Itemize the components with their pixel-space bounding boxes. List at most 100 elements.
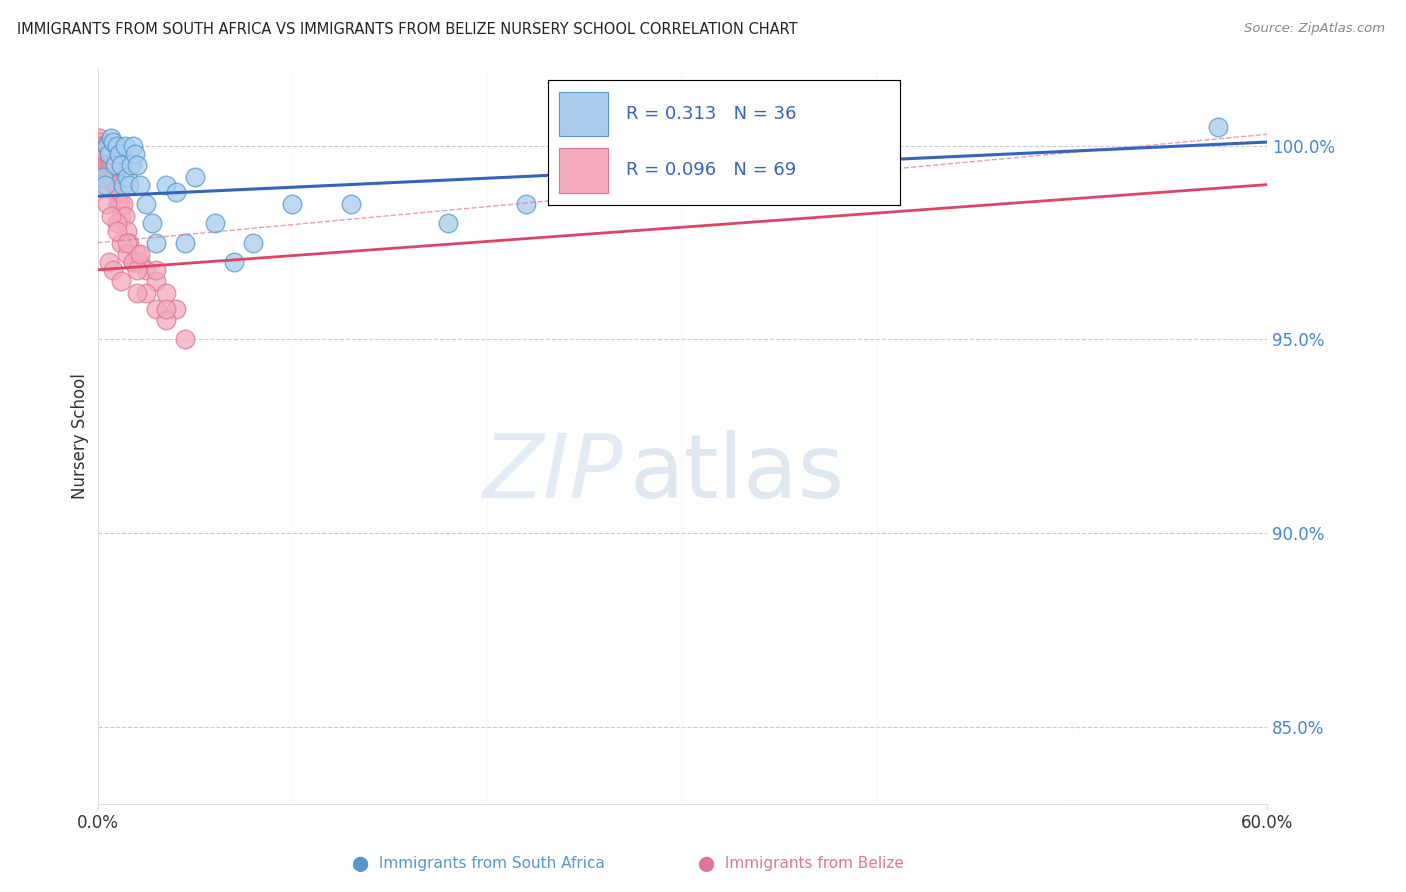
Point bbox=[98, 146, 121, 161]
Point bbox=[121, 255, 143, 269]
Point bbox=[105, 186, 128, 200]
Text: R = 0.096   N = 69: R = 0.096 N = 69 bbox=[626, 161, 796, 179]
Point bbox=[108, 146, 131, 161]
Point bbox=[98, 139, 121, 153]
Point bbox=[89, 139, 111, 153]
Point bbox=[103, 178, 125, 192]
Point bbox=[97, 169, 120, 184]
Point bbox=[96, 139, 118, 153]
Point bbox=[104, 158, 127, 172]
Text: ⬤  Immigrants from South Africa: ⬤ Immigrants from South Africa bbox=[352, 856, 605, 872]
Point bbox=[111, 178, 134, 192]
Point bbox=[94, 178, 117, 192]
Point bbox=[1206, 120, 1229, 134]
Bar bbox=[560, 148, 609, 193]
Point bbox=[90, 143, 112, 157]
Point bbox=[110, 235, 132, 250]
Point bbox=[96, 197, 118, 211]
Point bbox=[155, 178, 177, 192]
Point bbox=[118, 235, 141, 250]
Point bbox=[110, 209, 132, 223]
Point bbox=[97, 178, 120, 192]
Point bbox=[135, 197, 157, 211]
Point bbox=[155, 301, 177, 316]
Text: R = 0.313   N = 36: R = 0.313 N = 36 bbox=[626, 105, 796, 123]
Point bbox=[104, 169, 127, 184]
Point bbox=[96, 146, 118, 161]
Text: IMMIGRANTS FROM SOUTH AFRICA VS IMMIGRANTS FROM BELIZE NURSERY SCHOOL CORRELATIO: IMMIGRANTS FROM SOUTH AFRICA VS IMMIGRAN… bbox=[17, 22, 797, 37]
Point bbox=[94, 158, 117, 172]
Point bbox=[204, 216, 226, 230]
Text: atlas: atlas bbox=[630, 430, 845, 516]
Point bbox=[115, 235, 138, 250]
Point bbox=[94, 139, 117, 153]
Point bbox=[174, 333, 197, 347]
Point bbox=[100, 169, 122, 184]
Point bbox=[104, 158, 127, 172]
Point bbox=[135, 262, 157, 277]
Point bbox=[98, 255, 121, 269]
Point bbox=[115, 247, 138, 261]
Point bbox=[125, 158, 148, 172]
Point bbox=[91, 139, 114, 153]
Point bbox=[108, 186, 131, 200]
Point bbox=[671, 178, 693, 192]
Y-axis label: Nursery School: Nursery School bbox=[72, 374, 89, 500]
Point bbox=[103, 158, 125, 172]
Point bbox=[114, 139, 136, 153]
Point bbox=[91, 158, 114, 172]
Point bbox=[129, 247, 152, 261]
Point bbox=[96, 158, 118, 172]
Point bbox=[340, 197, 363, 211]
Point bbox=[101, 169, 124, 184]
Point bbox=[866, 158, 889, 172]
Point bbox=[222, 255, 245, 269]
Point bbox=[110, 274, 132, 288]
Point bbox=[93, 146, 115, 161]
Point bbox=[90, 146, 112, 161]
Text: Source: ZipAtlas.com: Source: ZipAtlas.com bbox=[1244, 22, 1385, 36]
Point bbox=[107, 197, 129, 211]
Text: ⬤  Immigrants from Belize: ⬤ Immigrants from Belize bbox=[699, 856, 904, 872]
Point bbox=[115, 224, 138, 238]
Point bbox=[96, 139, 118, 153]
Point bbox=[515, 197, 537, 211]
Point bbox=[115, 169, 138, 184]
Point bbox=[114, 209, 136, 223]
Point bbox=[100, 131, 122, 145]
Point bbox=[93, 158, 115, 172]
Point bbox=[100, 209, 122, 223]
Point bbox=[89, 146, 111, 161]
Point bbox=[125, 262, 148, 277]
Point bbox=[184, 169, 207, 184]
Point bbox=[90, 139, 112, 153]
Point bbox=[145, 274, 167, 288]
Point bbox=[105, 139, 128, 153]
Point bbox=[135, 286, 157, 301]
Point bbox=[125, 247, 148, 261]
Point bbox=[165, 186, 187, 200]
Point bbox=[129, 255, 152, 269]
Point bbox=[105, 178, 128, 192]
Point bbox=[141, 216, 163, 230]
Point bbox=[100, 146, 122, 161]
Point bbox=[105, 216, 128, 230]
Point bbox=[93, 169, 115, 184]
Point bbox=[120, 158, 142, 172]
Point bbox=[111, 197, 134, 211]
Point bbox=[145, 301, 167, 316]
Point bbox=[129, 178, 152, 192]
Point bbox=[105, 224, 128, 238]
Point bbox=[242, 235, 264, 250]
Point bbox=[281, 197, 304, 211]
Point bbox=[437, 216, 460, 230]
Point bbox=[110, 158, 132, 172]
Point bbox=[174, 235, 197, 250]
Point bbox=[121, 139, 143, 153]
Point bbox=[101, 158, 124, 172]
Point bbox=[89, 135, 111, 149]
Point bbox=[98, 158, 121, 172]
Point bbox=[125, 286, 148, 301]
Point bbox=[165, 301, 187, 316]
Point bbox=[108, 197, 131, 211]
